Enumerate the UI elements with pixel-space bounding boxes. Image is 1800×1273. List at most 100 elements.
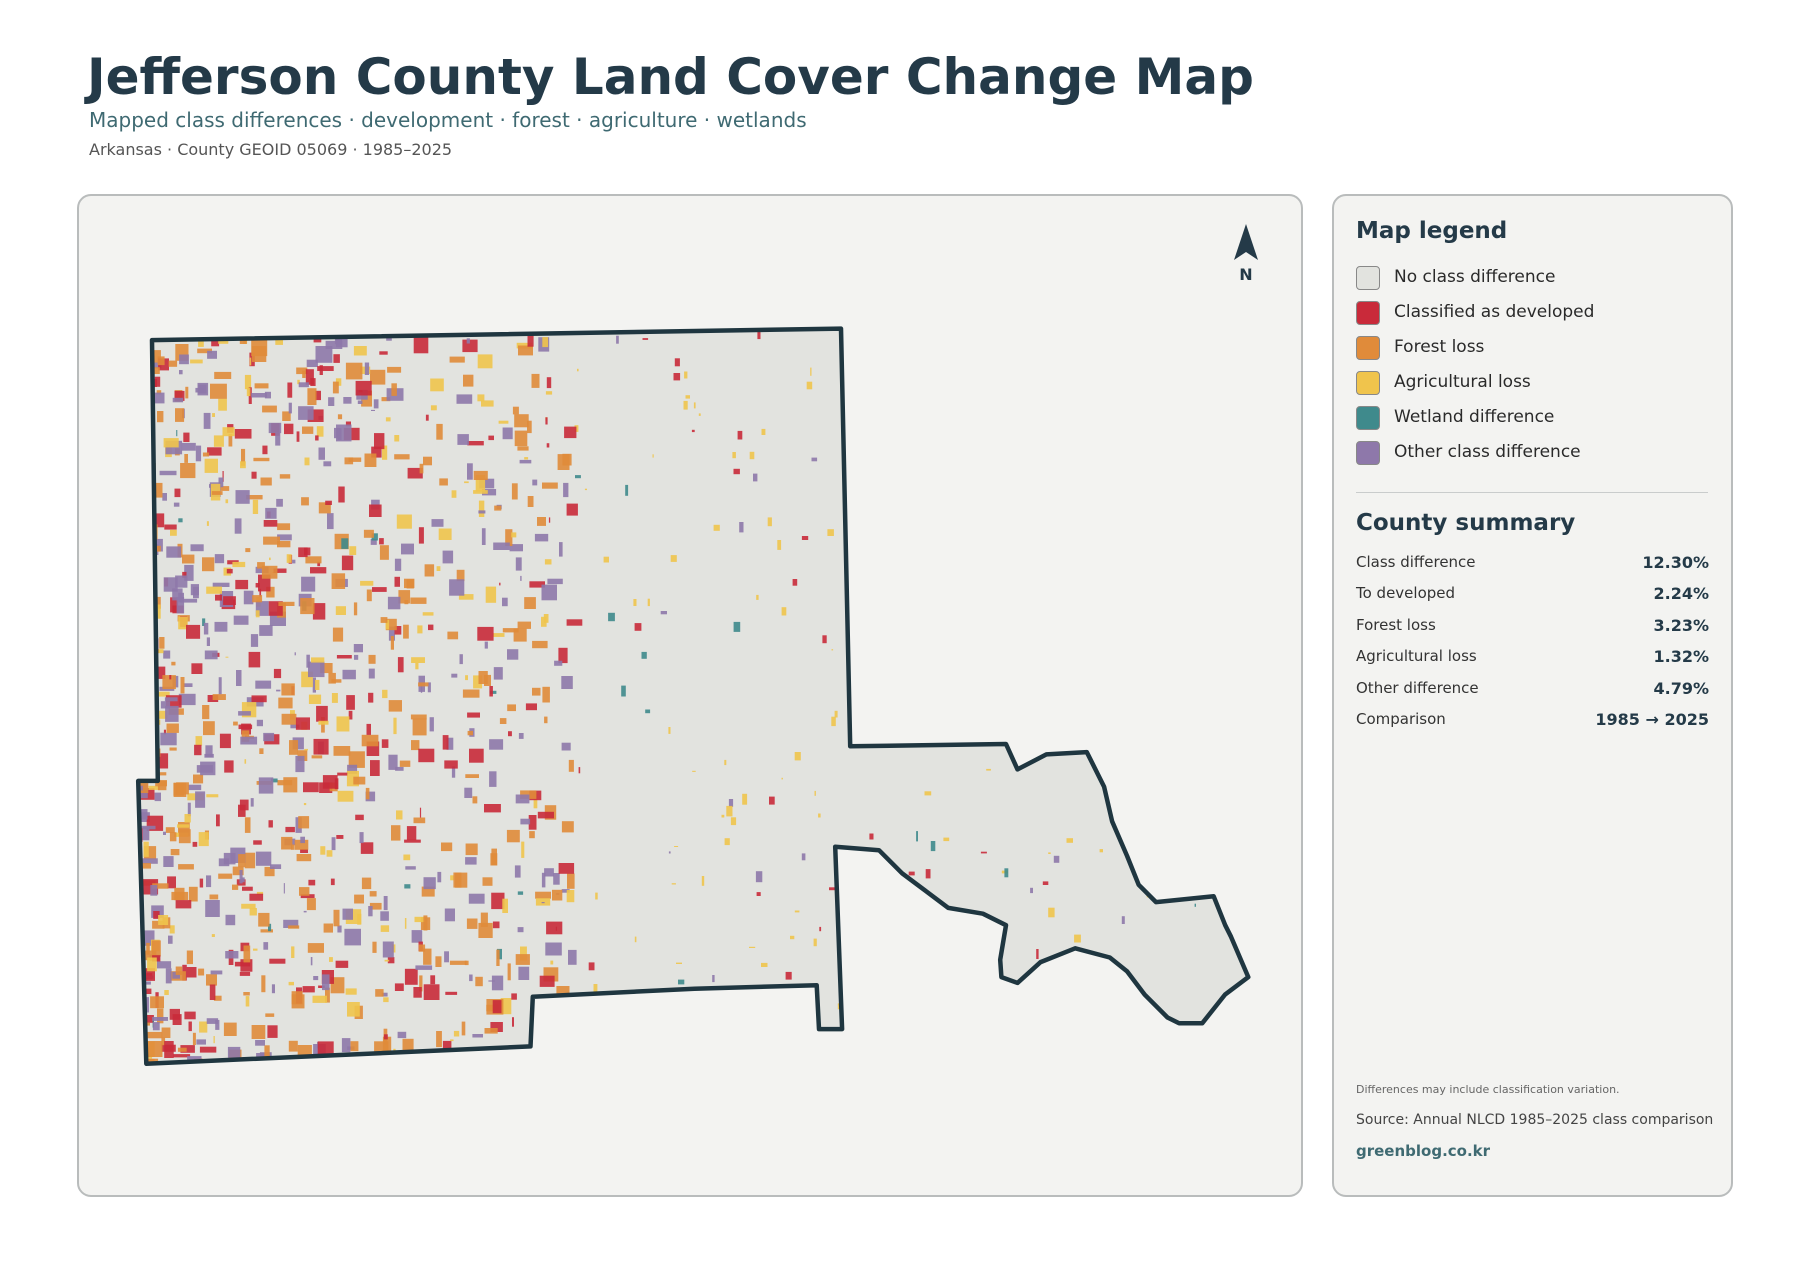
change-patch [282,411,291,421]
change-patch [176,1087,185,1096]
change-patch [380,911,389,921]
change-patch [547,1034,559,1040]
change-patch [459,1082,462,1085]
change-patch [139,376,149,390]
map-panel: N [77,194,1303,1197]
change-patch [368,906,373,917]
change-patch [536,1005,547,1020]
change-patch [234,429,252,439]
change-patch [177,824,190,828]
change-patch [197,382,209,396]
change-patch [243,992,250,996]
change-patch [547,578,563,585]
change-patch [388,754,398,770]
change-patch [517,446,529,451]
change-patch [369,902,382,910]
change-patch [253,457,270,462]
change-patch [296,854,312,862]
change-patch [303,782,319,793]
change-patch [489,690,497,694]
legend-label: Agricultural loss [1394,372,1531,392]
change-patch [519,459,532,464]
change-patch [284,423,294,435]
change-patch [485,1105,502,1111]
change-patch [308,661,325,678]
change-patch [566,890,575,903]
change-patch [790,935,795,940]
change-patch [909,583,916,590]
change-patch [545,391,553,395]
change-patch [961,392,965,403]
change-patch [146,712,156,727]
change-patch [139,655,154,664]
change-patch [152,1017,168,1021]
change-patch [300,836,305,844]
change-patch [147,957,157,972]
change-patch [461,1021,466,1036]
change-patch [145,604,161,619]
change-patch [238,854,246,868]
change-patch [683,400,688,410]
change-patch [567,873,575,889]
change-patch [822,635,827,644]
change-patch [1248,740,1249,749]
change-patch [286,554,292,563]
change-patch [1096,974,1102,985]
change-patch [1121,916,1125,924]
change-patch [234,518,242,534]
change-patch [473,470,488,480]
site-link[interactable]: greenblog.co.kr [1356,1142,1491,1160]
change-patch [357,400,363,404]
change-patch [217,1121,231,1134]
change-patch [801,536,809,540]
change-patch [287,382,293,398]
change-patch [255,610,260,618]
change-patch [422,612,434,616]
change-patch [517,621,531,629]
change-patch [155,772,167,776]
change-patch [781,607,787,616]
change-patch [499,718,507,724]
change-patch [811,457,818,462]
change-patch [935,1057,943,1063]
change-patch [406,826,417,841]
change-patch [157,1106,163,1116]
change-patch [424,564,435,577]
change-patch [139,429,144,446]
change-patch [239,338,247,344]
change-patch [913,499,918,510]
change-patch [225,499,229,504]
change-patch [154,1081,169,1095]
change-patch [175,966,183,975]
change-patch [206,1018,219,1024]
change-patch [334,427,341,439]
change-patch [232,866,244,876]
change-patch [459,654,463,665]
change-patch [1022,467,1025,474]
change-patch [468,1102,472,1105]
change-patch [465,774,479,778]
change-patch [154,376,161,387]
change-patch [980,1080,986,1084]
change-patch [182,554,195,564]
change-patch [381,739,389,748]
change-patch [375,989,384,997]
change-patch [1229,994,1233,997]
change-patch [139,636,150,653]
change-patch [1010,998,1012,1008]
change-patch [151,392,165,404]
change-patch [335,606,346,615]
change-patch [837,1003,840,1010]
change-patch [486,1004,499,1012]
change-patch [256,1053,266,1058]
change-patch [141,1121,152,1134]
change-patch [1274,393,1276,397]
change-patch [308,879,316,886]
change-patch [271,778,278,783]
change-patch [404,968,418,985]
change-patch [552,889,563,901]
change-patch [231,1119,242,1130]
title: Jefferson County Land Cover Change Map [87,48,1254,106]
change-patch [424,328,430,334]
change-patch [711,1108,716,1114]
